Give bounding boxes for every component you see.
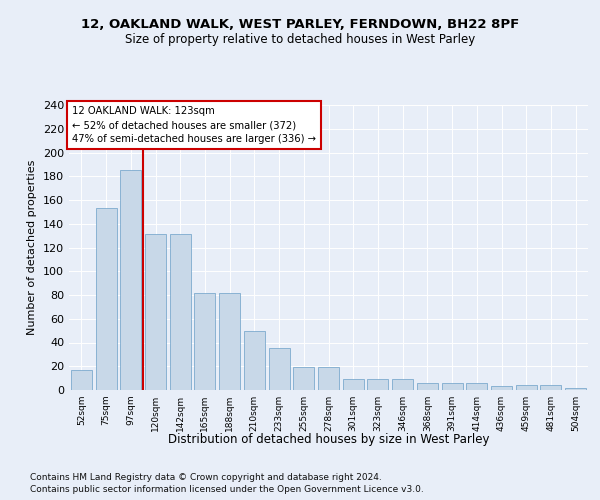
Bar [516,385,537,390]
Y-axis label: Number of detached properties: Number of detached properties [28,160,37,335]
Text: Contains HM Land Registry data © Crown copyright and database right 2024.: Contains HM Land Registry data © Crown c… [30,472,382,482]
Bar [194,292,215,390]
Text: Contains public sector information licensed under the Open Government Licence v3: Contains public sector information licen… [30,485,424,494]
Bar [95,208,116,390]
Bar [343,380,364,390]
Bar [466,383,487,390]
Bar [491,386,512,390]
Bar [219,292,240,390]
Bar [417,383,438,390]
Bar [293,368,314,390]
Text: Distribution of detached houses by size in West Parley: Distribution of detached houses by size … [168,432,490,446]
Bar [269,348,290,390]
Bar [244,330,265,390]
Bar [120,170,141,390]
Bar [170,234,191,390]
Bar [145,234,166,390]
Bar [565,388,586,390]
Bar [71,370,92,390]
Text: 12, OAKLAND WALK, WEST PARLEY, FERNDOWN, BH22 8PF: 12, OAKLAND WALK, WEST PARLEY, FERNDOWN,… [81,18,519,30]
Bar [541,385,562,390]
Bar [367,380,388,390]
Bar [392,380,413,390]
Text: Size of property relative to detached houses in West Parley: Size of property relative to detached ho… [125,32,475,46]
Text: 12 OAKLAND WALK: 123sqm
← 52% of detached houses are smaller (372)
47% of semi-d: 12 OAKLAND WALK: 123sqm ← 52% of detache… [71,106,316,144]
Bar [318,368,339,390]
Bar [442,383,463,390]
